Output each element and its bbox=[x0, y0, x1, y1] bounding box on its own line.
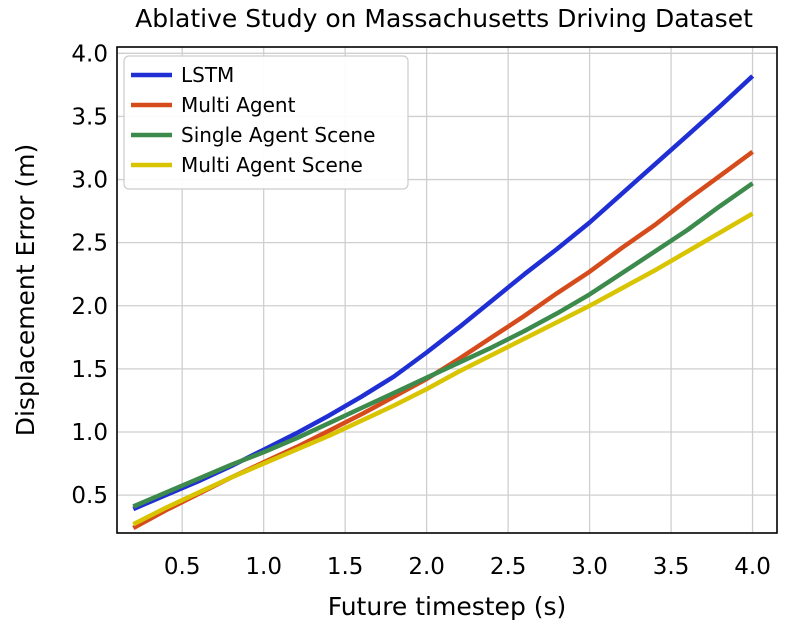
x-tick-label: 2.0 bbox=[408, 554, 445, 580]
legend-label: Multi Agent bbox=[181, 93, 296, 117]
y-axis-label: Displacement Error (m) bbox=[11, 144, 40, 437]
chart-title: Ablative Study on Massachusetts Driving … bbox=[135, 4, 753, 33]
x-tick-label: 2.5 bbox=[490, 554, 527, 580]
y-tick-label: 3.5 bbox=[71, 104, 108, 130]
x-tick-label: 4.0 bbox=[734, 554, 771, 580]
x-tick-label: 3.5 bbox=[653, 554, 690, 580]
x-axis-label: Future timestep (s) bbox=[328, 592, 567, 621]
y-tick-label: 1.0 bbox=[71, 420, 108, 446]
legend-label: Single Agent Scene bbox=[181, 123, 375, 147]
x-tick-label: 0.5 bbox=[164, 554, 201, 580]
legend-label: LSTM bbox=[181, 63, 234, 87]
y-tick-label: 2.0 bbox=[71, 294, 108, 320]
legend-box bbox=[123, 55, 409, 190]
series-line-single-agent-scene bbox=[132, 181, 754, 509]
x-tick-label: 3.0 bbox=[571, 554, 608, 580]
y-tick-label: 4.0 bbox=[71, 41, 108, 67]
series-line-multi-agent-scene bbox=[132, 211, 754, 527]
y-tick-label: 1.5 bbox=[71, 357, 108, 383]
x-tick-label: 1.5 bbox=[327, 554, 364, 580]
x-tick-label: 1.0 bbox=[245, 554, 282, 580]
y-tick-label: 2.5 bbox=[71, 231, 108, 257]
legend-label: Multi Agent Scene bbox=[181, 153, 363, 177]
y-tick-label: 0.5 bbox=[71, 483, 108, 509]
series-layer bbox=[132, 74, 755, 530]
legend: LSTM Multi Agent Single Agent Scene Multi A… bbox=[123, 55, 409, 190]
y-tick-label: 3.0 bbox=[71, 168, 108, 194]
y-tick-labels: 0.5 1.0 1.5 2.0 2.5 3.0 3.5 4.0 bbox=[71, 41, 108, 509]
plot-frame bbox=[116, 46, 778, 534]
x-tick-labels: 0.5 1.0 1.5 2.0 2.5 3.0 3.5 4.0 bbox=[164, 554, 771, 580]
